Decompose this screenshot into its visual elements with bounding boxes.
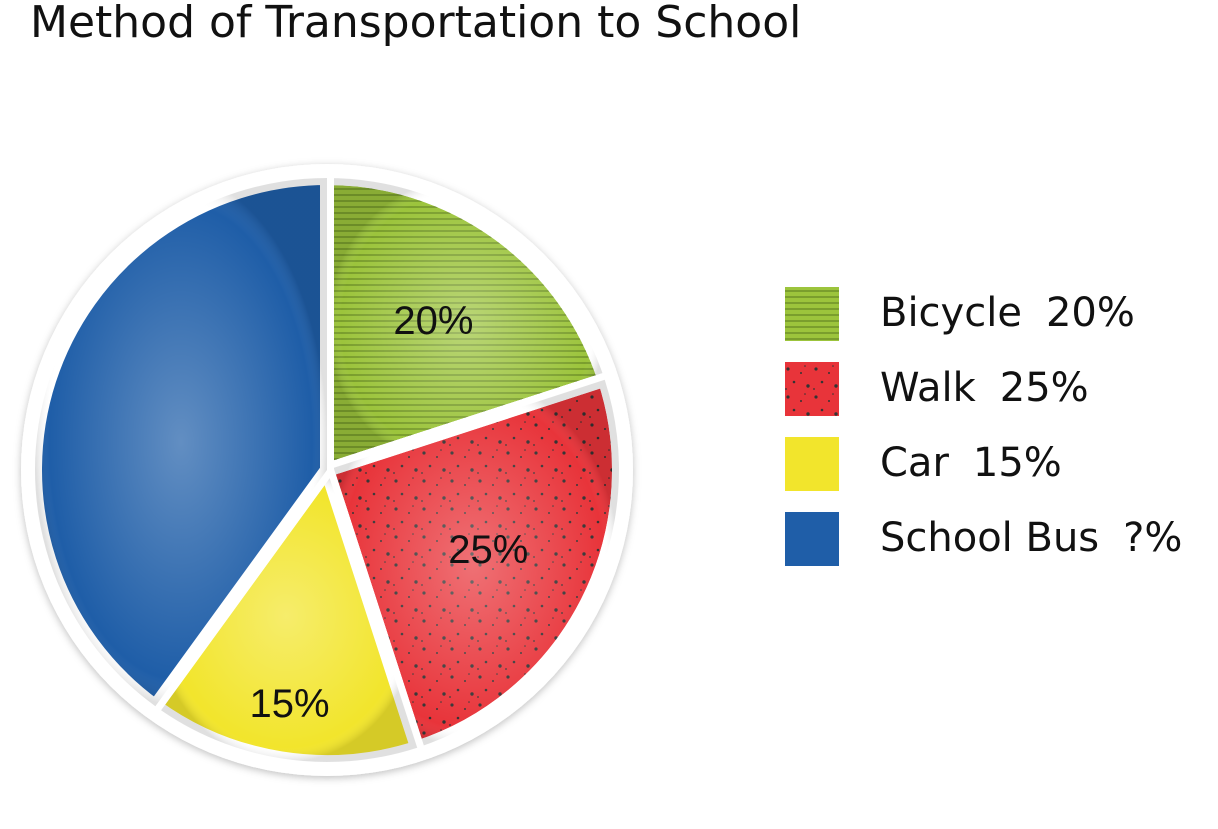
slice-label: 15% [250,682,330,726]
slice-shine [35,178,328,707]
legend-swatch [785,512,839,566]
slice-shine [327,379,619,748]
legend-value: 15% [973,440,1062,486]
legend-label: Bicycle [880,290,1022,336]
legend-value: 20% [1046,290,1135,336]
legend-value: 25% [1000,365,1089,411]
legend-label: Car [880,440,949,486]
legend-label: School Bus [880,515,1099,561]
legend-value: ?% [1123,515,1182,561]
slice-shine [155,470,418,762]
slice-label: 20% [393,299,473,343]
legend-label: Walk [880,365,977,411]
slice-label: 25% [448,528,528,572]
chart-title: Method of Transportation to School [30,0,801,48]
legend-swatch-texture [785,362,839,416]
legend-swatch [785,437,839,491]
legend-swatch-texture [785,287,839,341]
